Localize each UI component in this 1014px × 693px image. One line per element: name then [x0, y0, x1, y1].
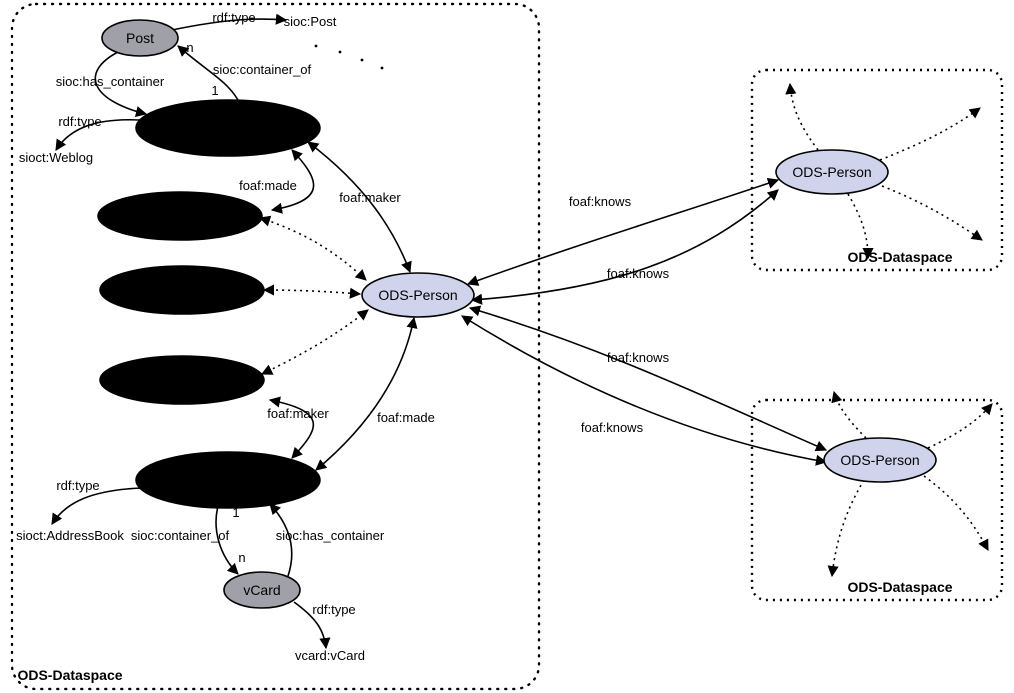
edge-label: sioc:container_of — [213, 62, 312, 77]
node-label-post: Post — [126, 30, 154, 46]
node-b3 — [100, 356, 264, 404]
decor-dot — [339, 51, 342, 54]
dataspace-box — [752, 400, 1002, 600]
dataspace-label: ODS-Dataspace — [17, 667, 122, 683]
edge-label: foaf:knows — [569, 194, 632, 209]
free-label: n — [186, 40, 193, 55]
edge — [462, 316, 826, 462]
edge-label: rdf:type — [212, 10, 255, 25]
node-weblog — [136, 100, 320, 156]
edge — [880, 108, 980, 160]
edge — [260, 218, 366, 280]
edge-label: foaf:made — [377, 410, 435, 425]
node-label-personR1: ODS-Person — [792, 164, 871, 180]
boxes-layer: ODS-Dataspace ODS-Dataspace ODS-Dataspace — [12, 4, 1002, 689]
edge — [470, 308, 826, 450]
node-label-vcard: vCard — [243, 582, 280, 598]
edge — [52, 488, 142, 524]
free-label: sioc:Post — [284, 14, 337, 29]
node-label-personR2: ODS-Person — [840, 452, 919, 468]
edge-label: rdf:type — [312, 602, 355, 617]
free-label: 1 — [211, 83, 218, 98]
node-b2 — [100, 266, 264, 314]
nodes-layer: Post vCard ODS-Person ODS-Person ODS-Person — [98, 20, 936, 608]
edge-label: foaf:knows — [607, 350, 670, 365]
edge-label: sioc:container_of — [131, 528, 230, 543]
node-label-person: ODS-Person — [378, 287, 457, 303]
decor-dot — [361, 59, 364, 62]
edge — [316, 318, 414, 470]
free-label: sioct:AddressBook — [16, 528, 124, 543]
edge-label: foaf:knows — [581, 420, 644, 435]
dataspace-label: ODS-Dataspace — [847, 579, 952, 595]
edge-label: foaf:made — [239, 178, 297, 193]
node-abook — [136, 452, 320, 508]
edge-label: sioc:has_container — [56, 74, 165, 89]
dataspace-label: ODS-Dataspace — [847, 249, 952, 265]
free-label: vcard:vCard — [295, 648, 365, 663]
edge — [928, 404, 992, 448]
edge-label: foaf:maker — [267, 406, 329, 421]
diagram-canvas: ODS-Dataspace ODS-DataspaceODS-Dataspace … — [0, 0, 1014, 693]
edge — [882, 186, 982, 240]
edge — [924, 476, 988, 550]
edge-label: rdf:type — [58, 114, 101, 129]
edge-label: foaf:knows — [607, 266, 670, 281]
decor-dot — [381, 67, 384, 70]
free-label: sioct:Weblog — [19, 150, 93, 165]
edge-label: rdf:type — [56, 478, 99, 493]
free-label: n — [238, 550, 245, 565]
edge-label: sioc:has_container — [276, 528, 385, 543]
node-b1 — [98, 192, 262, 240]
edge-label: foaf:maker — [339, 190, 401, 205]
edge — [832, 480, 864, 576]
edge — [308, 142, 410, 272]
decor-dot — [315, 45, 318, 48]
edge — [790, 84, 818, 150]
edge — [264, 290, 360, 294]
free-label: 1 — [232, 505, 239, 520]
edge — [262, 310, 368, 374]
